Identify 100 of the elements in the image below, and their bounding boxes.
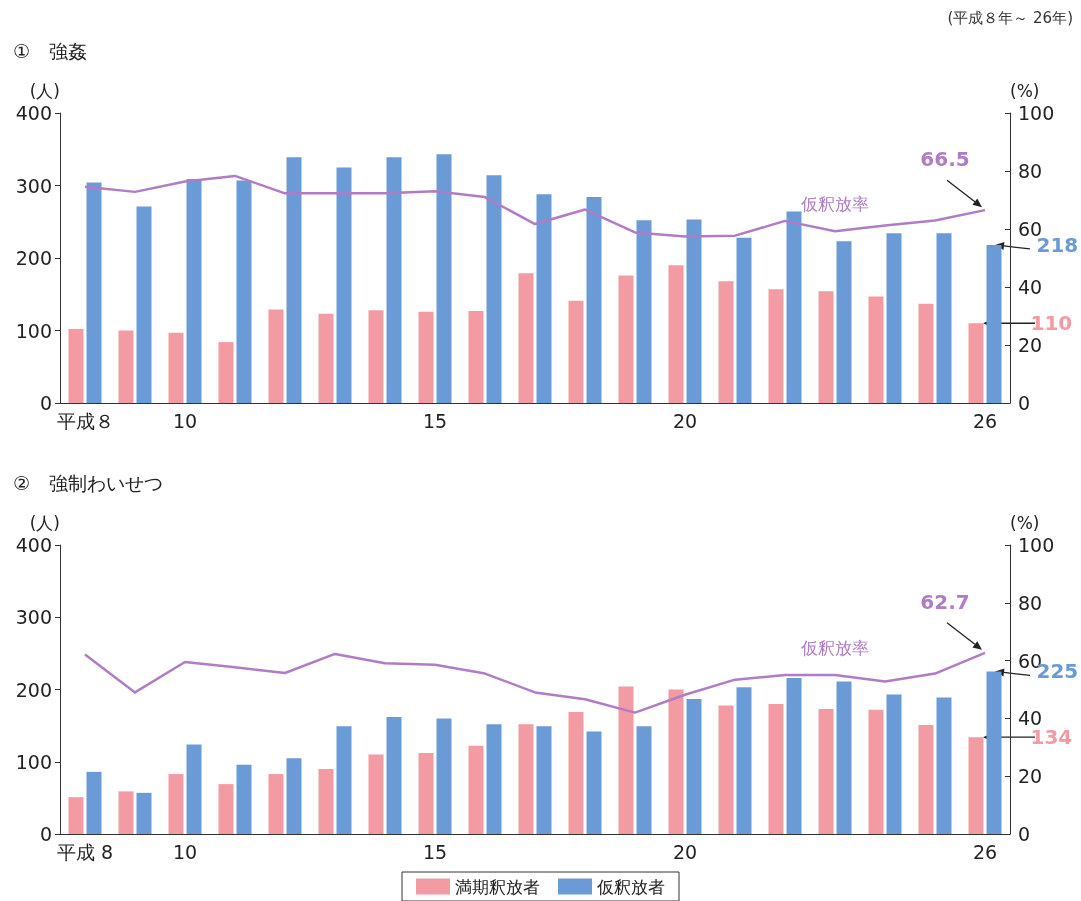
bar [436,718,452,834]
text: (平成８年～ 26年) [947,8,1073,27]
bar [936,233,952,403]
bar [68,329,84,403]
bar [236,764,252,834]
y-axis-title: (人) [29,512,60,533]
bar [686,219,702,403]
bar [536,194,552,403]
bar [868,709,884,834]
bar [268,774,284,834]
bar [618,686,634,834]
bar [636,726,652,834]
bar [886,694,902,834]
bar [318,768,334,834]
bar [786,677,802,834]
x-tick-label: 26 [972,409,998,432]
bar [818,291,834,403]
bar [386,716,402,834]
data-label: 66.5 [920,147,970,172]
y-axis-title: (人) [29,80,60,101]
y-tick-label: 100 [15,750,52,773]
y2-tick-label: 80 [1018,591,1043,614]
bar [868,296,884,403]
x-tick-label: 15 [422,409,448,432]
y2-tick-label: 80 [1018,160,1043,182]
bar [986,671,1002,834]
y-tick-label: 0 [39,392,52,414]
bar [168,774,184,834]
bar [118,330,134,403]
bar [268,309,284,403]
bar [586,197,602,403]
bar [168,332,184,403]
bar [368,310,384,403]
chart-title: ② 強制わいせつ [13,471,164,494]
y-tick-label: 100 [15,319,52,342]
bar [736,237,752,403]
bar [918,303,934,403]
bar [386,157,402,403]
y2-tick-label: 20 [1018,765,1043,788]
chart-title: ① 強姦 [13,39,88,62]
line-series [83,174,987,238]
bar [336,167,352,403]
bar [918,724,934,834]
y2-tick-label: 0 [1018,392,1031,414]
y2-tick-label: 100 [1018,534,1055,556]
bar [568,300,584,403]
bar [218,784,234,834]
y2-axis-title: (%) [1010,512,1040,533]
bar [568,711,584,834]
y-tick-label: 200 [15,247,52,269]
bar [236,180,252,403]
y2-axis-title: (%) [1010,80,1040,101]
bar [668,265,684,403]
bar [86,771,102,834]
bar [318,313,334,403]
series-label: 仮釈放率 [800,193,869,214]
x-tick-label: 15 [422,840,448,863]
bar [718,705,734,834]
bar [968,737,984,834]
bar [968,323,984,403]
bar [436,154,452,403]
bar [136,792,152,834]
y2-tick-label: 0 [1018,823,1031,845]
bar [286,758,302,834]
x-tick-label: 10 [172,409,198,432]
x-tick-label: 平成 8 [56,840,114,863]
bar [68,797,84,834]
bar [186,744,202,834]
bar [736,687,752,834]
x-tick-label: 20 [672,409,698,432]
y-tick-label: 0 [39,823,52,845]
x-tick-label: 20 [672,840,698,863]
bar [218,342,234,403]
bar [336,726,352,834]
bar [686,698,702,834]
bar [536,726,552,834]
x-tick-label: 26 [972,840,998,863]
data-label: 110 [1030,311,1073,336]
bar [636,220,652,403]
bar [786,211,802,403]
bar [518,273,534,403]
bar [668,689,684,834]
legend-label: 仮釈放者 [596,876,665,897]
bar [286,157,302,403]
bar [136,206,152,403]
y-tick-label: 200 [15,678,52,701]
legend-label: 満期釈放者 [455,876,540,897]
bar [186,178,202,403]
data-label: 62.7 [920,589,970,614]
bar [586,731,602,834]
bar [618,275,634,403]
bar [886,233,902,403]
bar [836,681,852,834]
bar [418,311,434,403]
y2-tick-label: 100 [1018,102,1055,124]
bar [768,703,784,834]
series-label: 仮釈放率 [800,637,869,658]
bar [718,281,734,403]
y2-tick-label: 20 [1018,334,1043,356]
bar [418,753,434,834]
